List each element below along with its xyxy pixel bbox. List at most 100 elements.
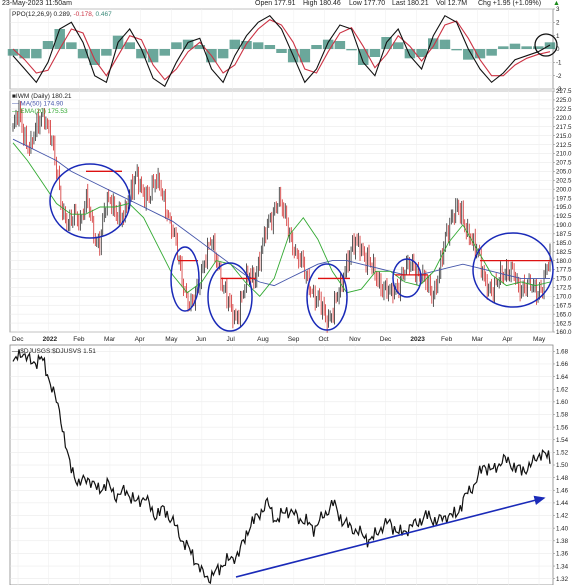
ratio-y-label: 1.58 (556, 412, 569, 419)
x-tick-label: Feb (73, 336, 85, 343)
ppo-histogram-bar (264, 45, 276, 49)
price-y-label: 182.5 (556, 249, 572, 256)
ppo-histogram-bar (463, 49, 474, 60)
ppo-histogram-bar (509, 43, 521, 49)
price-legend-item: — MA(50) 174.90 (12, 101, 64, 108)
ppo-highlight-circle (534, 33, 558, 57)
ppo-legend-item: -0.178, (73, 11, 95, 18)
price-y-label: 185.0 (556, 240, 572, 247)
price-y-label: 197.5 (556, 195, 572, 202)
ratio-y-label: 1.32 (556, 576, 569, 583)
ppo-histogram-bar (533, 46, 544, 49)
ppo-y-label: 2 (556, 20, 560, 27)
ratio-y-label: 1.48 (556, 475, 569, 482)
price-y-label: 222.5 (556, 106, 572, 113)
price-y-label: 205.0 (556, 169, 572, 176)
x-tick-label: 2023 (410, 336, 425, 343)
ratio-y-label: 1.38 (556, 538, 569, 545)
ppo-histogram-bar (252, 42, 264, 49)
ma50-line (12, 138, 550, 287)
price-y-label: 187.5 (556, 231, 572, 238)
x-tick-label: Dec (380, 336, 392, 343)
ppo-histogram-bar (486, 49, 497, 56)
open-value: Open 177.91 (255, 0, 296, 7)
ppo-histogram-bar (334, 41, 346, 49)
ppo-histogram-bar (217, 49, 229, 59)
ratio-y-label: 1.44 (556, 500, 569, 507)
trend-arrow (235, 495, 546, 578)
ratio-y-label: 1.54 (556, 437, 569, 444)
price-y-label: 180.0 (556, 258, 572, 265)
ppo-histogram-bar (241, 41, 252, 49)
ppo-histogram-bar (89, 49, 100, 65)
ppo-histogram-bar (194, 45, 206, 49)
ppo-histogram-bar (392, 42, 404, 49)
ppo-histogram-bar (544, 42, 556, 49)
ratio-y-label: 1.56 (556, 424, 569, 431)
ppo-legend: PPO(12,26,9) 0.289, -0.178, 0.467 (12, 11, 112, 18)
ratio-y-label: 1.62 (556, 386, 569, 393)
price-y-label: 225.0 (556, 97, 572, 104)
ratio-legend: — $DJUSGS:$DJUSVS 1.51 (12, 348, 96, 355)
x-tick-label: Apr (135, 336, 146, 343)
x-tick-label: May (165, 336, 178, 343)
ppo-histogram-bar (171, 42, 182, 49)
ratio-y-label: 1.46 (556, 487, 569, 494)
volume-value: Vol 12.7M (436, 0, 468, 7)
price-y-label: 160.0 (556, 329, 572, 336)
ratio-line (12, 349, 551, 585)
ppo-signal-line (12, 19, 551, 81)
ppo-histogram-bar (159, 49, 171, 56)
ppo-y-label: 1 (556, 33, 560, 40)
pattern-circle (392, 258, 422, 298)
pattern-circle (306, 263, 348, 331)
ppo-histogram-bar (498, 46, 509, 49)
ratio-y-label: 1.66 (556, 361, 569, 368)
price-y-label: 175.0 (556, 276, 572, 283)
price-y-label: 210.0 (556, 151, 572, 158)
ppo-histogram-bar (322, 39, 334, 49)
x-tick-label: Feb (441, 336, 453, 343)
ratio-y-label: 1.42 (556, 513, 569, 520)
ppo-histogram-bar (404, 49, 416, 59)
ppo-histogram-bar (346, 49, 357, 51)
ppo-legend-item: 0.467 (95, 11, 112, 18)
ppo-legend-item: PPO(12,26,9) 0.289, (12, 11, 73, 18)
change-value: Chg +1.95 (+1.09%) (478, 0, 542, 7)
panel-frame (9, 90, 554, 333)
quote-header: 23-May-2023 11:50am Open 177.91 High 180… (0, 0, 585, 8)
price-y-label: 212.5 (556, 142, 572, 149)
x-tick-label: Mar (104, 336, 116, 343)
ppo-histogram-bar (182, 39, 194, 49)
price-y-label: 220.0 (556, 115, 572, 122)
price-y-label: 170.0 (556, 293, 572, 300)
price-y-label: 215.0 (556, 133, 572, 140)
ppo-histogram-bar (101, 49, 112, 56)
ratio-y-label: 1.50 (556, 462, 569, 469)
x-tick-label: May (533, 336, 546, 343)
price-y-label: 177.5 (556, 267, 572, 274)
ppo-histogram-bar (31, 49, 42, 59)
price-y-label: 200.0 (556, 186, 572, 193)
ppo-histogram-bar (276, 49, 287, 53)
ppo-histogram-bar (147, 49, 159, 63)
x-tick-label: Jun (196, 336, 207, 343)
ppo-histogram-bar (19, 49, 30, 59)
ratio-y-label: 1.36 (556, 551, 569, 558)
ppo-y-label: 3 (556, 6, 560, 13)
x-tick-label: Jul (227, 336, 236, 343)
ppo-histogram-bar (521, 46, 532, 49)
ppo-histogram-bar (299, 49, 311, 63)
ppo-histogram-bar (124, 42, 135, 49)
ppo-histogram-bar (451, 49, 462, 51)
pattern-circle (170, 246, 200, 312)
last-value: Last 180.21 (392, 0, 429, 7)
x-tick-label: Nov (349, 336, 361, 343)
price-y-label: 172.5 (556, 285, 572, 292)
ppo-histogram-bar (439, 39, 451, 49)
ppo-line (12, 14, 551, 88)
x-tick-label: Mar (472, 336, 484, 343)
x-tick-label: Apr (502, 336, 513, 343)
